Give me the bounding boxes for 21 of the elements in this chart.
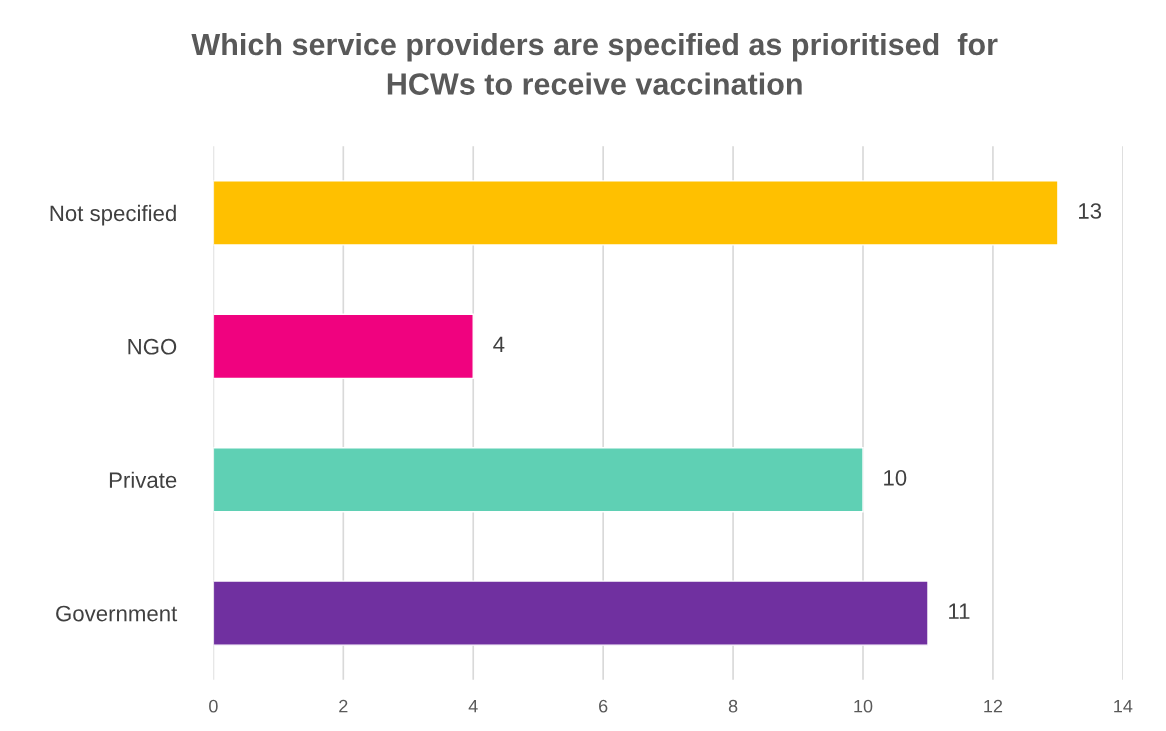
bar [213, 580, 929, 646]
bar [213, 447, 864, 513]
data-label: 11 [949, 603, 970, 619]
x-tick-label: 2 [339, 699, 348, 713]
x-tick-label: 0 [209, 699, 218, 713]
data-label: 4 [493, 336, 505, 353]
x-tick-label: 4 [468, 699, 478, 713]
y-tick-label: Not specified [50, 204, 176, 226]
y-tick-label: NGO [128, 338, 177, 355]
x-tick-label: 8 [728, 699, 738, 713]
x-tick-label: 10 [854, 699, 873, 713]
x-tick-label: 6 [599, 699, 608, 713]
x-tick-label: 12 [984, 699, 1003, 713]
y-tick-label: Private [109, 471, 177, 488]
y-tick-label: Government [56, 605, 178, 622]
chart-title: Which service providers are specified as prioritised for HCWs to receive vaccination [191, 32, 998, 95]
x-tick-label: 14 [1114, 699, 1133, 713]
data-label: 13 [1079, 203, 1102, 219]
data-label: 10 [884, 469, 907, 486]
bar [213, 313, 474, 380]
bar [213, 180, 1059, 246]
